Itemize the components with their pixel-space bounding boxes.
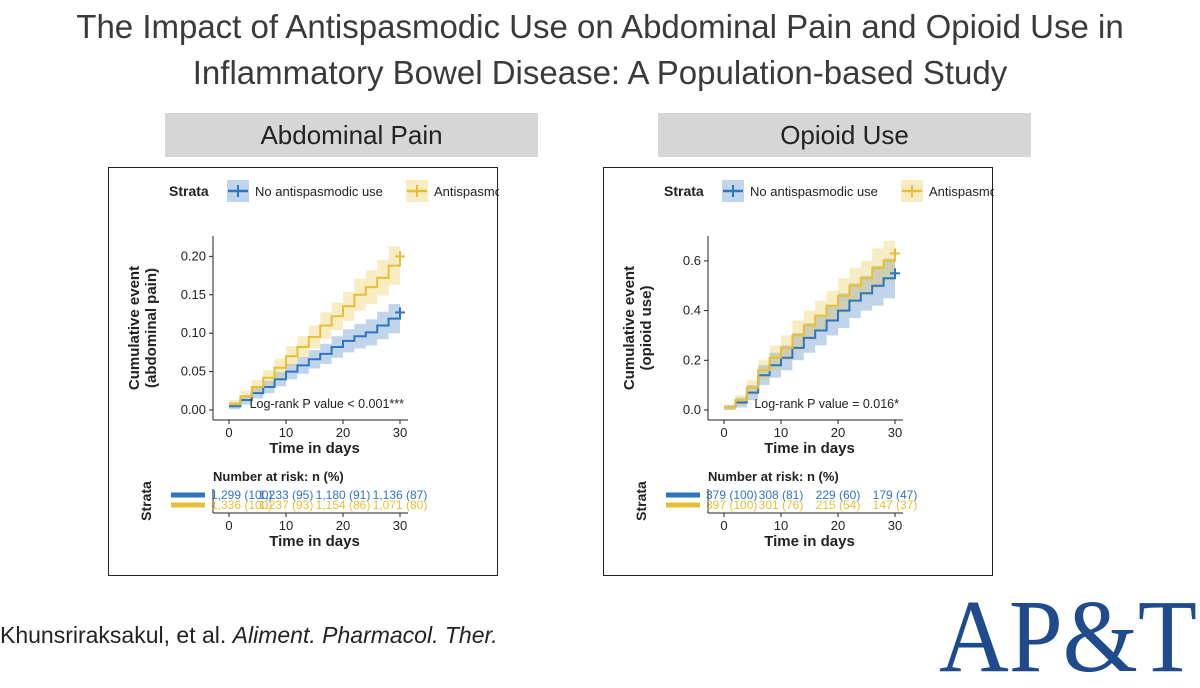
risk-x-tick-label: 0 (225, 518, 232, 533)
legend-label: Antispasmodic use (929, 184, 994, 199)
x-tick-label: 20 (831, 425, 845, 440)
legend-label: Antispasmodic use (434, 184, 499, 199)
y-tick-label: 0.6 (683, 253, 701, 268)
chart-panel-opioid-use: Strata No antispasmodic use Antispasmodic … (603, 167, 994, 576)
risk-x-tick-label: 10 (774, 518, 788, 533)
x-tick-label: 20 (336, 425, 350, 440)
risk-table-cell: 1,299 (100) (211, 488, 272, 502)
km-step-line (229, 312, 401, 408)
y-tick-label: 0.2 (683, 352, 701, 367)
panel-header-opioid-use: Opioid Use (658, 113, 1031, 157)
y-axis-title-line-2: (opioid use) (638, 286, 655, 371)
risk-table-cell: 397 (100) (706, 498, 757, 512)
x-axis-title: Time in days (269, 440, 360, 457)
risk-table-cell: 1,154 (86) (316, 498, 371, 512)
confidence-band (229, 297, 400, 410)
risk-x-axis-title: Time in days (764, 533, 855, 550)
risk-table-cell: 1,136 (87) (373, 488, 428, 502)
x-axis-title: Time in days (764, 440, 855, 457)
risk-table-cell: 1,233 (95) (259, 488, 314, 502)
confidence-band (724, 231, 895, 410)
y-tick-label: 0.4 (683, 303, 701, 318)
legend-label: No antispasmodic use (255, 184, 383, 199)
km-step-line (724, 273, 896, 409)
journal-logo-text: AP&T (939, 583, 1197, 683)
km-chart-opioid-use: Strata No antispasmodic use Antispasmodic … (621, 180, 994, 550)
citation-journal: Aliment. Pharmacol. Ther. (232, 622, 498, 648)
citation: Khunsriraksakul, et al. Aliment. Pharmac… (0, 622, 498, 649)
x-tick-label: 30 (393, 425, 407, 440)
risk-table-cell: 229 (60) (816, 488, 861, 502)
risk-table-cell: 308 (81) (759, 488, 804, 502)
legend-label: No antispasmodic use (750, 184, 878, 199)
panel-header-abdominal-pain: Abdominal Pain (165, 113, 538, 157)
km-chart-abdominal-pain: Strata No antispasmodic use Antispasmodic … (126, 180, 499, 550)
risk-x-tick-label: 30 (393, 518, 407, 533)
risk-table-y-title: Strata (633, 481, 649, 521)
risk-table-title: Number at risk: n (%) (708, 469, 839, 484)
risk-x-tick-label: 0 (720, 518, 727, 533)
journal-logo-mark: AP&T (939, 579, 1197, 688)
risk-table-y-title: Strata (138, 481, 154, 521)
risk-table-cell: 1,237 (93) (259, 498, 314, 512)
risk-x-tick-label: 30 (888, 518, 902, 533)
risk-table-cell: 179 (47) (873, 488, 918, 502)
risk-table-cell: 1,336 (100) (211, 498, 272, 512)
x-tick-label: 0 (720, 425, 727, 440)
risk-table-cell: 1,071 (80) (373, 498, 428, 512)
title-line-1: The Impact of Antispasmodic Use on Abdom… (76, 8, 1124, 45)
risk-x-tick-label: 10 (279, 518, 293, 533)
page-title: The Impact of Antispasmodic Use on Abdom… (0, 4, 1200, 96)
y-tick-label: 0.10 (181, 325, 206, 340)
chart-panel-abdominal-pain: Strata No antispasmodic use Antispasmodic … (108, 167, 499, 576)
y-axis-title-line-1: Cumulative event (126, 266, 143, 390)
risk-table-cell: 1,180 (91) (316, 488, 371, 502)
citation-authors: Khunsriraksakul, et al. (0, 622, 227, 648)
confidence-band (229, 236, 400, 408)
legend-title: Strata (664, 183, 704, 199)
y-tick-label: 0.20 (181, 248, 206, 263)
y-tick-label: 0.0 (683, 402, 701, 417)
km-step-line (229, 256, 401, 405)
km-step-line (724, 253, 896, 409)
risk-table-cell: 147 (37) (873, 498, 918, 512)
y-axis-title-line-1: Cumulative event (621, 266, 638, 390)
y-tick-label: 0.05 (181, 364, 206, 379)
risk-table-title: Number at risk: n (%) (213, 469, 344, 484)
risk-table-cell: 379 (100) (706, 488, 757, 502)
risk-table-cell: 215 (54) (816, 498, 861, 512)
risk-x-axis-title: Time in days (269, 533, 360, 550)
risk-x-tick-label: 20 (336, 518, 350, 533)
title-line-2: Inflammatory Bowel Disease: A Population… (192, 54, 1008, 91)
log-rank-p-value: Log-rank P value = 0.016* (754, 397, 899, 411)
risk-x-tick-label: 20 (831, 518, 845, 533)
log-rank-p-value: Log-rank P value < 0.001*** (250, 397, 405, 411)
risk-table-cell: 301 (76) (759, 498, 804, 512)
x-tick-label: 30 (888, 425, 902, 440)
x-tick-label: 10 (279, 425, 293, 440)
y-tick-label: 0.15 (181, 287, 206, 302)
legend-title: Strata (169, 183, 209, 199)
journal-logo: AP&T (938, 579, 1200, 688)
x-tick-label: 10 (774, 425, 788, 440)
x-tick-label: 0 (225, 425, 232, 440)
y-axis-title-line-2: (abdominal pain) (143, 268, 160, 388)
y-tick-label: 0.00 (181, 402, 206, 417)
